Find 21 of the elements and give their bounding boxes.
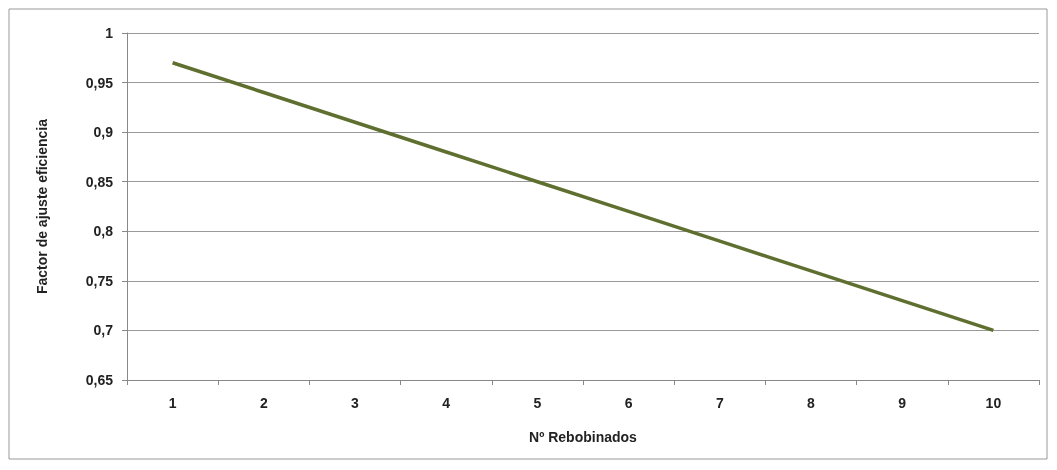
x-tick-label: 9: [898, 395, 907, 411]
y-tick-label: 0,95: [85, 74, 114, 91]
x-tick-label: 2: [259, 395, 268, 411]
x-tick-label: 7: [715, 395, 724, 411]
x-tick-label: 10: [985, 395, 1002, 411]
y-axis-title: Factor de ajuste eficiencia: [34, 118, 50, 295]
y-tick-label: 0,7: [93, 322, 114, 339]
x-tick-label: 4: [442, 395, 451, 411]
x-tick-label: 5: [533, 395, 542, 411]
y-tick-label: 0,8: [93, 223, 114, 240]
x-tick-label: 3: [351, 395, 360, 411]
x-tick-label: 6: [624, 395, 633, 411]
y-tick-label: 0,85: [85, 173, 114, 190]
y-tick-label: 0,65: [85, 372, 114, 388]
y-tick-label: 0,9: [93, 124, 114, 141]
x-tick-label: 1: [168, 395, 177, 411]
x-axis-title: Nº Rebobinados: [529, 429, 638, 445]
x-tick-label: 8: [807, 395, 816, 411]
y-tick-label: 1: [105, 25, 114, 41]
line-series: [170, 60, 996, 333]
y-tick-label: 0,75: [85, 272, 114, 289]
